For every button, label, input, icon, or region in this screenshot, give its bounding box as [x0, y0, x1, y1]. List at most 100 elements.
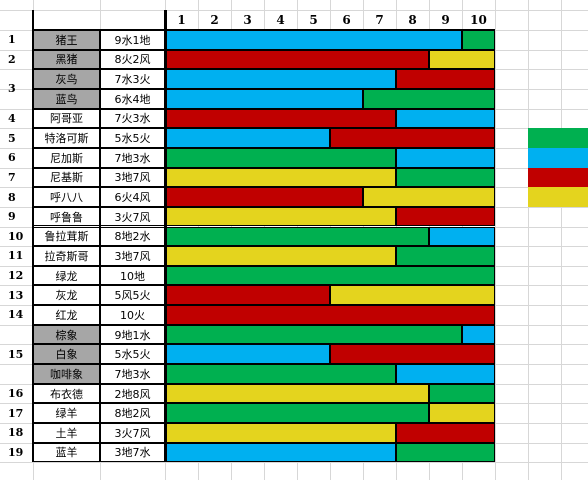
bar-segment-red[interactable] — [165, 285, 330, 306]
column-header-6[interactable]: 6 — [342, 13, 351, 27]
column-header-8[interactable]: 8 — [408, 13, 417, 27]
element-value[interactable]: 6水4地 — [100, 88, 165, 109]
monster-name[interactable]: 土羊 — [33, 423, 100, 443]
element-value[interactable]: 7地3水 — [100, 364, 165, 384]
monster-name[interactable]: 蓝羊 — [33, 442, 100, 463]
legend-swatch-blue[interactable] — [528, 147, 588, 168]
monster-name[interactable]: 灰龙 — [33, 285, 100, 306]
element-value[interactable]: 10地 — [100, 265, 165, 286]
bar-segment-blue[interactable] — [462, 324, 495, 345]
monster-name[interactable]: 布衣德 — [33, 383, 100, 404]
bar-segment-blue[interactable] — [396, 364, 495, 384]
bar-segment-green[interactable] — [429, 383, 495, 404]
monster-name[interactable]: 棕象 — [33, 324, 100, 345]
monster-name[interactable]: 鲁拉茸斯 — [33, 226, 100, 247]
column-header-9[interactable]: 9 — [441, 13, 450, 27]
bar-segment-red[interactable] — [396, 423, 495, 443]
element-value[interactable]: 7地3水 — [100, 147, 165, 168]
monster-name[interactable]: 特洛可斯 — [33, 128, 100, 148]
column-header-10[interactable]: 10 — [470, 13, 487, 27]
column-header-7[interactable]: 7 — [375, 13, 384, 27]
column-header-1[interactable]: 1 — [177, 13, 186, 27]
bar-segment-yellow[interactable] — [165, 206, 396, 227]
bar-segment-blue[interactable] — [165, 88, 363, 109]
bar-segment-green[interactable] — [165, 265, 495, 286]
column-header-4[interactable]: 4 — [276, 13, 285, 27]
element-value[interactable]: 3地7风 — [100, 246, 165, 266]
monster-name[interactable]: 绿羊 — [33, 403, 100, 423]
column-header-2[interactable]: 2 — [210, 13, 219, 27]
bar-segment-green[interactable] — [462, 30, 495, 50]
monster-name[interactable]: 尼基斯 — [33, 167, 100, 188]
legend-swatch-yellow[interactable] — [528, 187, 588, 207]
element-value[interactable]: 8地2风 — [100, 403, 165, 423]
bar-segment-green[interactable] — [165, 403, 429, 423]
bar-segment-green[interactable] — [165, 226, 429, 247]
monster-name[interactable]: 蓝鸟 — [33, 88, 100, 109]
bar-segment-blue[interactable] — [165, 442, 396, 463]
bar-segment-blue[interactable] — [396, 108, 495, 129]
monster-name[interactable]: 阿哥亚 — [33, 108, 100, 129]
bar-segment-green[interactable] — [165, 147, 396, 168]
bar-segment-yellow[interactable] — [363, 187, 495, 207]
element-value[interactable]: 5水5火 — [100, 128, 165, 148]
element-value[interactable]: 6火4风 — [100, 187, 165, 207]
monster-name[interactable]: 拉奇斯哥 — [33, 246, 100, 266]
element-value[interactable]: 7火3水 — [100, 108, 165, 129]
bar-segment-green[interactable] — [396, 167, 495, 188]
bar-segment-red[interactable] — [396, 206, 495, 227]
column-header-3[interactable]: 3 — [243, 13, 252, 27]
monster-name[interactable]: 呼鲁鲁 — [33, 206, 100, 227]
element-value[interactable]: 5水5火 — [100, 344, 165, 365]
legend-swatch-red[interactable] — [528, 167, 588, 188]
element-value[interactable]: 8地2水 — [100, 226, 165, 247]
monster-name[interactable]: 尼加斯 — [33, 147, 100, 168]
bar-segment-red[interactable] — [330, 344, 495, 365]
element-value[interactable]: 2地8风 — [100, 383, 165, 404]
monster-name[interactable]: 白象 — [33, 344, 100, 365]
monster-name[interactable]: 红龙 — [33, 305, 100, 325]
bar-segment-yellow[interactable] — [429, 403, 495, 423]
bar-segment-green[interactable] — [363, 88, 495, 109]
element-value[interactable]: 3火7风 — [100, 206, 165, 227]
element-value[interactable]: 8火2风 — [100, 49, 165, 70]
bar-segment-yellow[interactable] — [165, 423, 396, 443]
bar-segment-yellow[interactable] — [330, 285, 495, 306]
element-value[interactable]: 9地1水 — [100, 324, 165, 345]
monster-name[interactable]: 灰鸟 — [33, 69, 100, 89]
bar-segment-blue[interactable] — [165, 128, 330, 148]
bar-segment-yellow[interactable] — [429, 49, 495, 70]
bar-segment-blue[interactable] — [396, 147, 495, 168]
bar-segment-red[interactable] — [165, 305, 495, 325]
bar-segment-yellow[interactable] — [165, 383, 429, 404]
bar-segment-blue[interactable] — [429, 226, 495, 247]
monster-name[interactable]: 咖啡象 — [33, 364, 100, 384]
element-value[interactable]: 5风5火 — [100, 285, 165, 306]
element-value[interactable]: 3地7水 — [100, 442, 165, 463]
monster-name[interactable]: 呼八八 — [33, 187, 100, 207]
bar-segment-blue[interactable] — [165, 30, 462, 50]
element-value[interactable]: 3火7风 — [100, 423, 165, 443]
element-value[interactable]: 10火 — [100, 305, 165, 325]
bar-segment-red[interactable] — [165, 187, 363, 207]
bar-segment-blue[interactable] — [165, 344, 330, 365]
monster-name[interactable]: 黑猪 — [33, 49, 100, 70]
legend-swatch-green[interactable] — [528, 128, 588, 148]
monster-name[interactable]: 绿龙 — [33, 265, 100, 286]
column-header-5[interactable]: 5 — [309, 13, 318, 27]
bar-segment-red[interactable] — [330, 128, 495, 148]
bar-segment-yellow[interactable] — [165, 167, 396, 188]
element-value[interactable]: 9水1地 — [100, 30, 165, 50]
element-value[interactable]: 7水3火 — [100, 69, 165, 89]
bar-segment-red[interactable] — [165, 49, 429, 70]
monster-name[interactable]: 猪王 — [33, 30, 100, 50]
bar-segment-green[interactable] — [165, 364, 396, 384]
bar-segment-blue[interactable] — [165, 69, 396, 89]
bar-segment-red[interactable] — [396, 69, 495, 89]
bar-segment-yellow[interactable] — [165, 246, 396, 266]
bar-segment-green[interactable] — [396, 442, 495, 463]
element-value[interactable]: 3地7风 — [100, 167, 165, 188]
bar-segment-red[interactable] — [165, 108, 396, 129]
bar-segment-green[interactable] — [165, 324, 462, 345]
bar-segment-green[interactable] — [396, 246, 495, 266]
